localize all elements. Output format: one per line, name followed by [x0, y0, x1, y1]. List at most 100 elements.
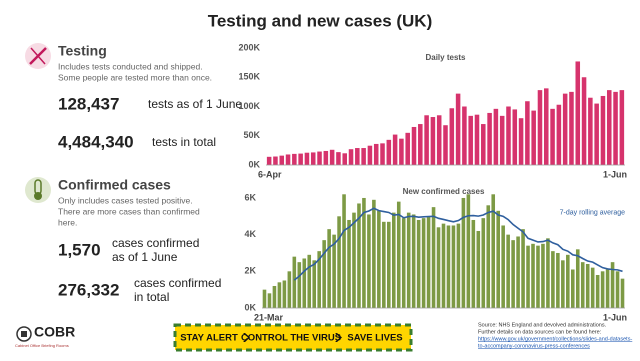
bar [424, 115, 429, 165]
bar [430, 117, 436, 165]
bar [580, 262, 585, 308]
bar [441, 223, 446, 308]
bar [525, 101, 530, 165]
bar [279, 155, 285, 165]
bar [486, 205, 491, 308]
bar [373, 143, 379, 165]
bar [461, 197, 466, 308]
bar [487, 112, 492, 165]
bar [285, 154, 291, 165]
bar [312, 260, 317, 308]
bar [336, 152, 341, 165]
bar [273, 156, 278, 165]
bar [556, 104, 562, 165]
bar [396, 201, 401, 308]
source-text: Further details on data sources can be f… [478, 329, 602, 335]
bar [594, 103, 599, 165]
bar [476, 230, 481, 308]
bar [521, 229, 525, 308]
bar [266, 156, 272, 165]
bar [468, 115, 473, 165]
slide-title: Testing and new cases (UK) [208, 11, 433, 30]
stat-number: 128,437 [58, 94, 119, 113]
bar [516, 236, 520, 308]
bar [352, 212, 356, 308]
bar [443, 125, 448, 165]
source-text: Source: NHS England and devolved adminis… [478, 322, 607, 328]
bar [406, 212, 411, 308]
banner [173, 323, 413, 352]
bar [411, 214, 416, 308]
bar [511, 240, 515, 308]
bar [544, 88, 549, 165]
banner-text: STAY ALERT [180, 333, 238, 344]
bar [277, 282, 282, 308]
bar [436, 227, 441, 308]
section-description: There are more cases than confirmed [58, 206, 200, 216]
bar [287, 271, 292, 308]
bar [405, 132, 410, 165]
y-tick-label: 2K [244, 266, 256, 276]
rolling-average-line [293, 207, 623, 281]
section-heading: Testing [58, 43, 107, 59]
bar [392, 134, 398, 165]
bar [317, 251, 321, 308]
bar [546, 238, 550, 308]
bar [348, 149, 354, 165]
bar [449, 108, 455, 165]
bar [292, 153, 297, 165]
bar [570, 269, 575, 308]
bar [481, 124, 486, 165]
bar [282, 280, 287, 308]
bar [342, 153, 347, 165]
section-description: Only includes cases tested positive. [58, 195, 193, 205]
bar [456, 223, 461, 308]
y-tick-label: 0K [244, 302, 256, 312]
bar [501, 225, 505, 308]
section-description: Some people are tested more than once. [58, 72, 212, 82]
bar [613, 91, 618, 165]
bar [362, 197, 366, 308]
bar [471, 219, 476, 308]
stat-number: 4,484,340 [58, 132, 134, 151]
bar [536, 245, 540, 308]
bar [262, 289, 267, 308]
bar [267, 293, 272, 308]
bar [610, 262, 615, 308]
bar [327, 229, 331, 308]
bar [556, 252, 560, 308]
chart-title: New confirmed cases [403, 187, 485, 196]
bar [297, 262, 302, 308]
logo-subtitle: Cabinet Office Briefing Rooms [15, 343, 69, 348]
bar [304, 152, 310, 165]
bar [466, 194, 471, 308]
bar [588, 97, 593, 165]
bar [551, 251, 555, 308]
bar [292, 256, 297, 308]
bar [620, 278, 625, 308]
bar [474, 114, 480, 165]
bar [329, 149, 335, 165]
bar [600, 271, 605, 308]
bar [391, 212, 396, 308]
stat-text: as of 1 June [112, 250, 178, 264]
bar [426, 216, 431, 308]
bar [382, 221, 386, 308]
bar [491, 194, 496, 308]
bar [272, 285, 277, 308]
y-tick-label: 50K [243, 130, 260, 140]
bar [307, 254, 312, 308]
testing-icon [25, 43, 51, 69]
bar [342, 194, 346, 308]
x-tick-label: 6-Apr [258, 169, 282, 179]
bar [332, 234, 336, 308]
bar [361, 148, 366, 165]
bar [347, 219, 351, 308]
section-description: Includes tests conducted and shipped. [58, 61, 203, 71]
bar [451, 225, 456, 308]
bar [590, 267, 595, 308]
bar [310, 152, 316, 165]
bar [526, 245, 530, 308]
y-tick-label: 100K [238, 101, 260, 111]
